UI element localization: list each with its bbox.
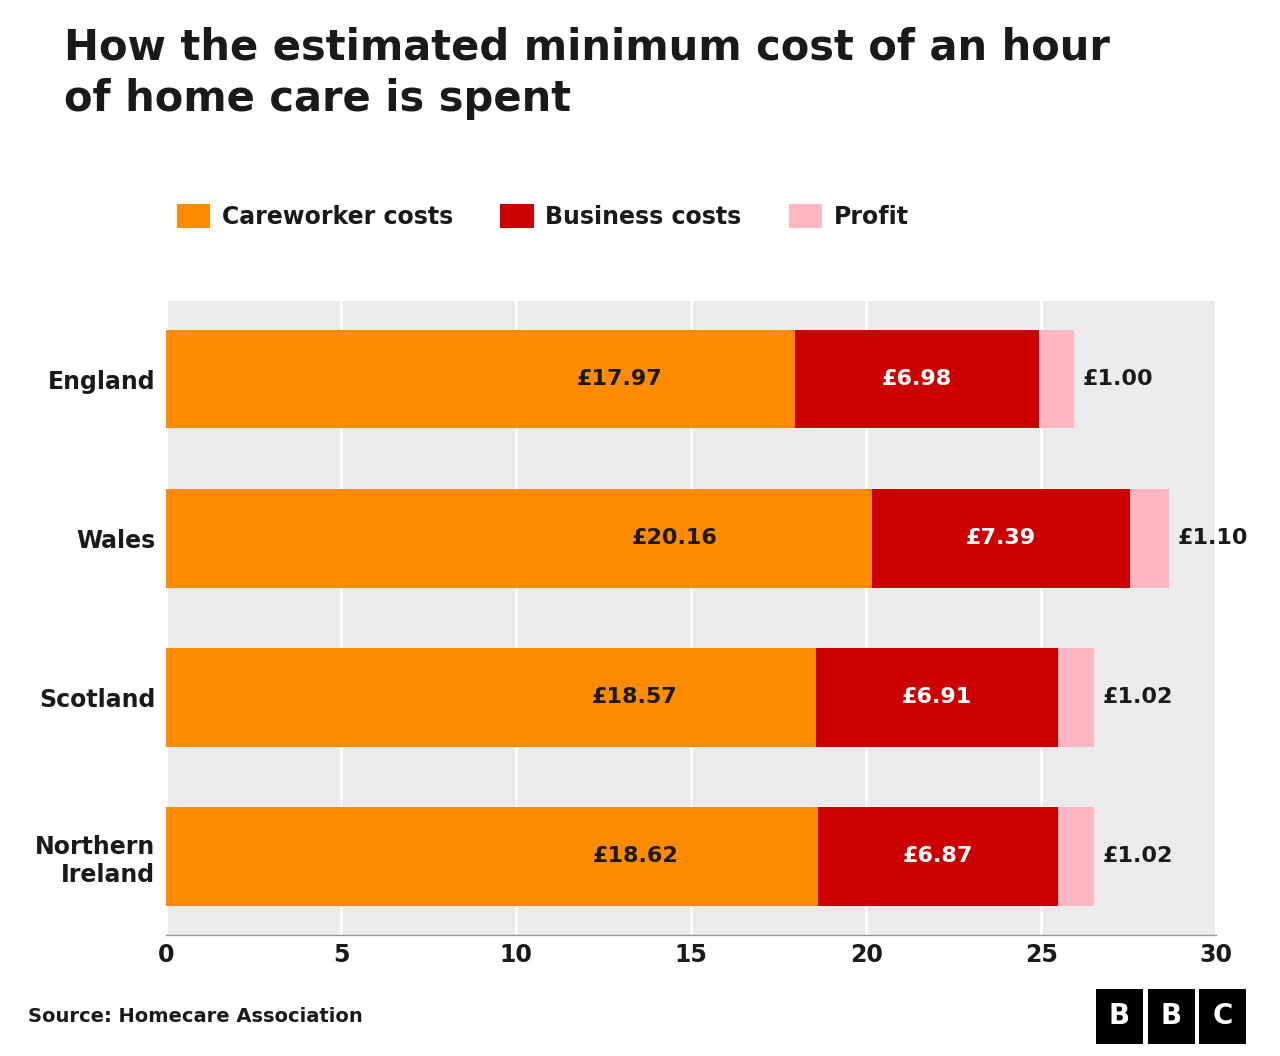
Bar [166,489,872,587]
Bar [166,807,818,906]
Text: £1.02: £1.02 [1102,847,1172,866]
Text: £18.57: £18.57 [591,687,677,708]
Text: £20.16: £20.16 [631,528,717,548]
Bar [1059,807,1094,906]
Bar [1039,329,1074,429]
Bar [817,648,1057,747]
Text: £6.98: £6.98 [882,370,952,389]
Text: B: B [1108,1002,1130,1030]
Text: £17.97: £17.97 [576,370,662,389]
Text: Source: Homecare Association: Source: Homecare Association [28,1007,364,1025]
Text: £6.91: £6.91 [902,687,972,708]
Bar [1057,648,1093,747]
Text: £7.39: £7.39 [966,528,1036,548]
Text: B: B [1161,1002,1181,1030]
FancyBboxPatch shape [1199,989,1247,1044]
Bar [872,489,1130,587]
Text: £1.10: £1.10 [1178,528,1248,548]
Bar [818,807,1059,906]
Text: How the estimated minimum cost of an hour
of home care is spent: How the estimated minimum cost of an hou… [64,26,1110,120]
FancyBboxPatch shape [1148,989,1194,1044]
Bar [166,648,817,747]
Bar [795,329,1039,429]
Bar [1130,489,1169,587]
Bar [166,329,795,429]
FancyBboxPatch shape [1096,989,1143,1044]
Legend: Careworker costs, Business costs, Profit: Careworker costs, Business costs, Profit [168,194,918,239]
Text: C: C [1212,1002,1233,1030]
Text: £1.02: £1.02 [1102,687,1172,708]
Text: £1.00: £1.00 [1083,370,1153,389]
Text: £6.87: £6.87 [902,847,973,866]
Text: £18.62: £18.62 [593,847,678,866]
